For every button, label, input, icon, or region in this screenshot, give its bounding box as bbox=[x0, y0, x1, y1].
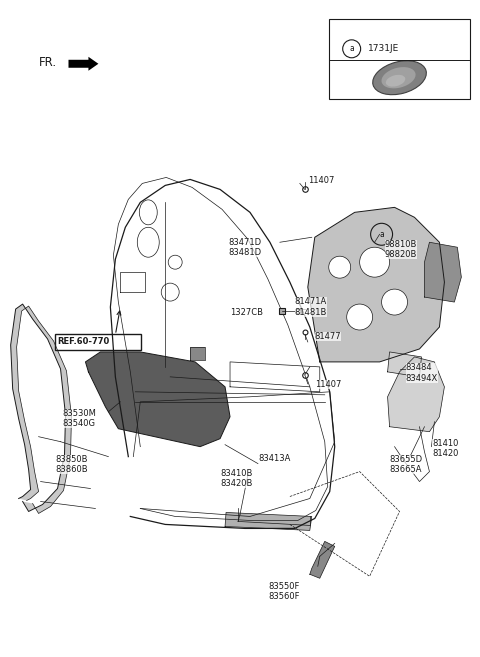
Polygon shape bbox=[424, 242, 461, 302]
Text: a: a bbox=[379, 230, 384, 238]
Polygon shape bbox=[69, 57, 98, 71]
Text: REF.60-770: REF.60-770 bbox=[58, 338, 110, 346]
Text: 83850B
83860B: 83850B 83860B bbox=[56, 455, 88, 474]
Polygon shape bbox=[190, 347, 205, 360]
FancyBboxPatch shape bbox=[329, 19, 470, 99]
Polygon shape bbox=[11, 304, 72, 514]
Text: 83655D
83665A: 83655D 83665A bbox=[390, 455, 423, 474]
Circle shape bbox=[382, 289, 408, 315]
Circle shape bbox=[360, 247, 390, 277]
Text: 11407: 11407 bbox=[308, 176, 334, 185]
Text: 83484
83494X: 83484 83494X bbox=[406, 363, 438, 382]
Ellipse shape bbox=[386, 75, 405, 87]
Text: 83530M
83540G: 83530M 83540G bbox=[62, 409, 96, 428]
Text: 81471A
81481B: 81471A 81481B bbox=[295, 298, 327, 317]
Text: 98810B
98820B: 98810B 98820B bbox=[384, 240, 417, 259]
Circle shape bbox=[329, 256, 351, 278]
Text: 81410
81420: 81410 81420 bbox=[432, 439, 459, 459]
Polygon shape bbox=[225, 512, 312, 530]
Polygon shape bbox=[387, 352, 421, 377]
Text: 81477: 81477 bbox=[315, 332, 341, 342]
Text: FR.: FR. bbox=[38, 57, 57, 69]
Ellipse shape bbox=[382, 67, 416, 88]
Polygon shape bbox=[308, 208, 444, 362]
Text: a: a bbox=[349, 44, 354, 53]
Polygon shape bbox=[85, 352, 230, 447]
FancyBboxPatch shape bbox=[55, 334, 141, 350]
Text: 83471D
83481D: 83471D 83481D bbox=[228, 238, 261, 257]
Ellipse shape bbox=[373, 60, 426, 95]
Polygon shape bbox=[310, 541, 335, 578]
Polygon shape bbox=[387, 357, 444, 432]
Text: 1327CB: 1327CB bbox=[230, 307, 263, 317]
Circle shape bbox=[347, 304, 372, 330]
Text: 1731JE: 1731JE bbox=[368, 44, 399, 53]
Text: 11407: 11407 bbox=[315, 380, 341, 390]
Text: 83410B
83420B: 83410B 83420B bbox=[220, 469, 252, 488]
Text: 83550F
83560F: 83550F 83560F bbox=[268, 581, 300, 601]
Text: 83413A: 83413A bbox=[258, 454, 290, 463]
